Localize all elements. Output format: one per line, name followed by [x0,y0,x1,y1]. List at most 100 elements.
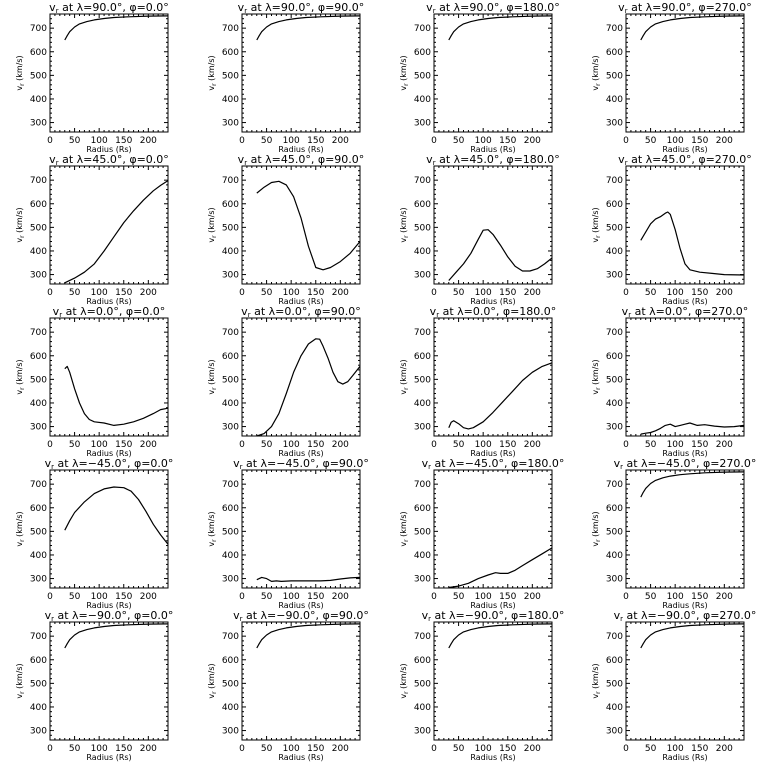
x-axis-label: Radius (Rs) [278,753,323,762]
chart-title: vr at λ=0.0°, φ=90.0° [241,305,361,319]
chart-panel-11: vr at λ=0.0°, φ=180.0° 0 50 100 150 200 300 400… [399,305,556,458]
x-tick-label: 50 [645,744,657,754]
chart-title: vr at λ=−90.0°, φ=0.0° [45,609,174,623]
x-tick-label: 150 [691,288,708,298]
y-tick-label: 400 [222,399,239,409]
x-tick-label: 50 [453,288,465,298]
y-axis-label: vr (km/s) [591,207,602,242]
y-tick-label: 300 [222,423,239,433]
y-axis-label: vr (km/s) [15,359,26,394]
x-tick-label: 100 [283,136,300,146]
chart-panel-4: vr at λ=90.0°, φ=270.0° 0 50 100 150 200 300 40… [591,1,752,154]
plot-frame [241,621,361,741]
y-tick-label: 600 [606,352,623,362]
y-tick-label: 400 [606,247,623,257]
x-tick-label: 0 [47,592,53,602]
y-tick-label: 500 [222,679,239,689]
x-tick-label: 100 [667,592,684,602]
y-tick-label: 700 [606,176,623,186]
y-tick-label: 700 [30,480,47,490]
x-tick-label: 150 [499,136,516,146]
x-tick-label: 200 [524,440,541,450]
y-tick-label: 700 [606,24,623,34]
series-line [64,180,169,284]
x-tick-label: 0 [431,440,437,450]
x-tick-label: 200 [140,440,157,450]
x-tick-label: 150 [499,288,516,298]
plot-frame [433,469,553,589]
x-tick-label: 100 [475,744,492,754]
chart-title: vr at λ=0.0°, φ=0.0° [53,305,166,319]
y-tick-label: 400 [30,247,47,257]
chart-panel-14: vr at λ=−45.0°, φ=90.0° 0 50 100 150 200 300 40… [207,457,369,610]
x-tick-label: 150 [115,288,132,298]
x-tick-label: 0 [431,744,437,754]
x-tick-label: 0 [47,288,53,298]
x-tick-label: 0 [431,136,437,146]
plot-frame [625,165,745,285]
y-tick-label: 300 [606,423,623,433]
y-tick-label: 400 [30,703,47,713]
y-tick-label: 600 [414,656,431,666]
y-tick-label: 300 [606,727,623,737]
x-tick-label: 150 [691,440,708,450]
x-tick-label: 150 [115,592,132,602]
series-line [64,486,169,545]
y-axis-label: vr (km/s) [399,511,410,546]
series-line [256,338,361,437]
x-tick-label: 50 [69,744,81,754]
chart-panel-3: vr at λ=90.0°, φ=180.0° 0 50 100 150 200 300 40… [399,1,560,154]
x-tick-label: 50 [261,288,273,298]
series-line [256,180,361,271]
y-tick-label: 500 [414,527,431,537]
chart-panel-8: vr at λ=45.0°, φ=270.0° 0 50 100 150 200 300 40… [591,153,752,306]
x-tick-label: 150 [499,440,516,450]
chart-panel-13: vr at λ=−45.0°, φ=0.0° 0 50 100 150 200 300 400… [15,457,173,610]
x-tick-label: 200 [140,744,157,754]
x-tick-label: 0 [47,440,53,450]
x-tick-label: 0 [239,592,245,602]
x-axis-label: Radius (Rs) [470,753,515,762]
y-tick-label: 600 [30,352,47,362]
y-tick-label: 400 [606,399,623,409]
y-axis-label: vr (km/s) [591,511,602,546]
x-tick-label: 150 [115,744,132,754]
x-tick-label: 50 [453,592,465,602]
x-tick-label: 0 [431,288,437,298]
x-tick-label: 100 [475,136,492,146]
series-line [64,365,169,426]
x-tick-label: 50 [261,744,273,754]
x-axis-label: Radius (Rs) [662,449,707,458]
y-tick-label: 400 [30,95,47,105]
y-axis-label: vr (km/s) [207,55,218,90]
x-tick-label: 0 [623,288,629,298]
x-tick-label: 150 [115,136,132,146]
y-tick-label: 300 [222,119,239,129]
y-axis-label: vr (km/s) [15,207,26,242]
y-tick-label: 700 [414,24,431,34]
series-line [64,623,169,649]
y-tick-label: 700 [30,328,47,338]
y-tick-label: 400 [30,551,47,561]
plot-frame [241,469,361,589]
y-tick-label: 300 [606,271,623,281]
x-tick-label: 50 [69,592,81,602]
series-line [256,15,361,41]
y-tick-label: 300 [414,727,431,737]
plot-frame [433,621,553,741]
y-tick-label: 500 [414,223,431,233]
plot-frame [49,317,169,437]
x-tick-label: 100 [667,744,684,754]
y-tick-label: 500 [414,71,431,81]
x-axis-label: Radius (Rs) [278,449,323,458]
x-axis-label: Radius (Rs) [662,145,707,154]
x-tick-label: 0 [47,136,53,146]
y-axis-label: vr (km/s) [207,511,218,546]
x-axis-label: Radius (Rs) [86,753,131,762]
x-tick-label: 0 [623,744,629,754]
y-tick-label: 700 [30,24,47,34]
chart-panel-10: vr at λ=0.0°, φ=90.0° 0 50 100 150 200 300 400 5… [207,305,361,458]
y-tick-label: 400 [414,399,431,409]
chart-panel-20: vr at λ=−90.0°, φ=270.0° 0 50 100 150 200 300 4… [591,609,756,762]
